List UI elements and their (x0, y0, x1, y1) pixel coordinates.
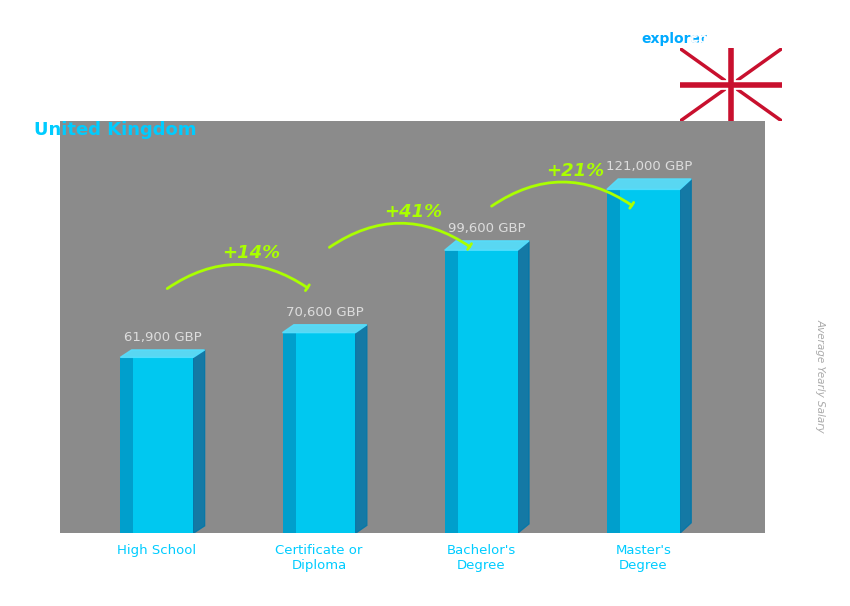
Polygon shape (121, 350, 205, 358)
Bar (607, 190, 620, 533)
Bar (445, 250, 518, 533)
Text: +21%: +21% (547, 162, 604, 179)
Text: United Kingdom: United Kingdom (34, 121, 196, 139)
Text: Zig Developer: Zig Developer (34, 94, 151, 112)
Text: salary: salary (612, 32, 660, 45)
Text: 121,000 GBP: 121,000 GBP (606, 160, 692, 173)
Text: +14%: +14% (222, 244, 280, 262)
Polygon shape (680, 179, 691, 533)
Text: 61,900 GBP: 61,900 GBP (123, 331, 201, 344)
Bar (282, 333, 355, 533)
Bar (121, 358, 133, 533)
Text: 70,600 GBP: 70,600 GBP (286, 306, 364, 319)
Bar (445, 250, 458, 533)
Bar (282, 333, 296, 533)
Polygon shape (282, 325, 367, 333)
Text: 99,600 GBP: 99,600 GBP (448, 222, 525, 235)
Polygon shape (193, 350, 205, 533)
Text: .com: .com (686, 32, 723, 45)
Text: explorer: explorer (642, 32, 707, 45)
Bar (121, 358, 193, 533)
Polygon shape (445, 241, 529, 250)
Text: +41%: +41% (384, 203, 442, 221)
Text: Average Yearly Salary: Average Yearly Salary (815, 319, 825, 433)
Polygon shape (355, 325, 367, 533)
Polygon shape (607, 179, 691, 190)
Bar (607, 190, 680, 533)
Polygon shape (518, 241, 529, 533)
Text: Salary Comparison By Education: Salary Comparison By Education (34, 48, 517, 75)
